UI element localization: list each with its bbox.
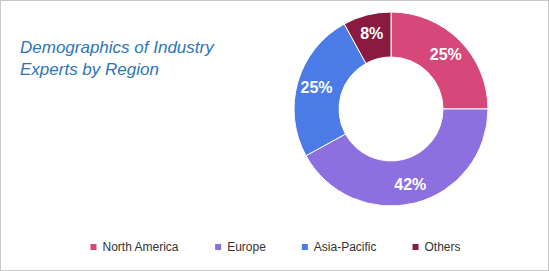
- svg-text:Asia-Pacific: Asia-Pacific: [314, 240, 377, 254]
- svg-text:Experts by Region: Experts by Region: [20, 60, 159, 79]
- svg-text:Europe: Europe: [227, 240, 266, 254]
- svg-text:Others: Others: [425, 240, 461, 254]
- svg-text:25%: 25%: [430, 46, 462, 63]
- svg-text:North America: North America: [102, 240, 178, 254]
- svg-text:Demographics of Industry: Demographics of Industry: [20, 38, 218, 57]
- svg-text:8%: 8%: [360, 25, 383, 42]
- svg-text:42%: 42%: [394, 176, 426, 193]
- svg-text:25%: 25%: [301, 79, 333, 96]
